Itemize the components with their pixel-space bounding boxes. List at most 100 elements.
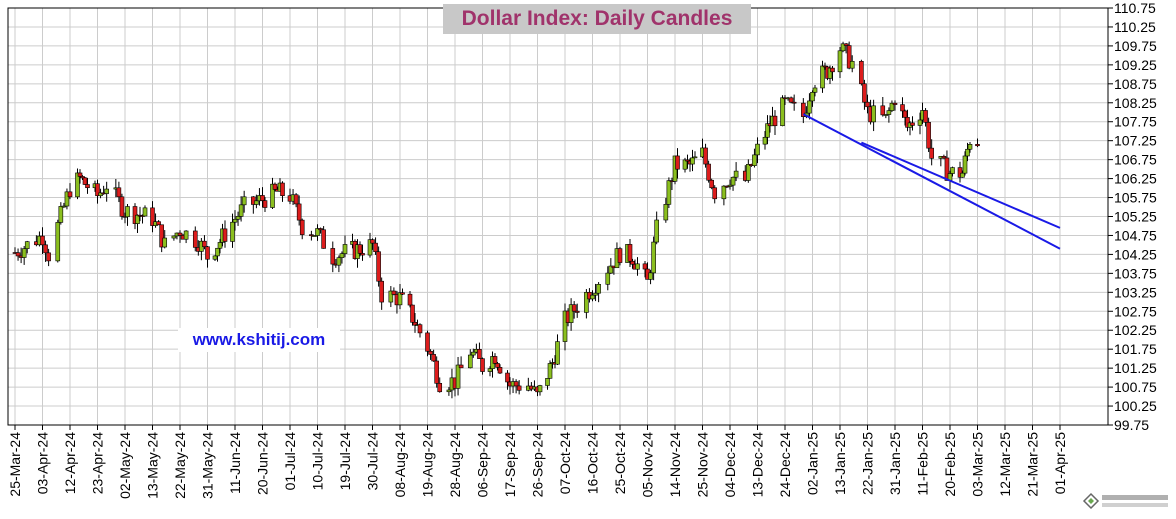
candle-body: [663, 204, 669, 221]
y-tick-label: 102.75: [1114, 303, 1157, 319]
candle-body: [95, 183, 100, 197]
candle-body: [505, 372, 510, 383]
y-tick-label: 107.75: [1114, 114, 1157, 130]
candle-body: [376, 251, 381, 282]
candle-body: [545, 378, 550, 386]
y-tick-label: 110.75: [1114, 0, 1156, 16]
candle-body: [562, 310, 568, 342]
y-tick-label: 101.75: [1114, 341, 1157, 357]
candle-body: [487, 368, 493, 372]
x-tick-label: 25-Oct-24: [612, 432, 628, 494]
candle-body: [910, 122, 915, 126]
candle-body: [342, 244, 348, 254]
candle-body: [772, 115, 778, 127]
candle-body: [315, 228, 320, 236]
candles: [12, 41, 980, 399]
candle-body: [965, 148, 970, 157]
y-tick-label: 108.75: [1114, 76, 1157, 92]
candle-body: [574, 310, 580, 313]
candle-body: [400, 292, 405, 295]
candle-body: [205, 246, 210, 260]
candle-body: [61, 205, 67, 208]
candle-body: [900, 104, 905, 112]
candle-body: [859, 61, 864, 85]
chart-title-box: Dollar Index: Daily Candles: [443, 4, 751, 34]
trendlines: [802, 113, 1061, 250]
candle-body: [516, 385, 522, 391]
x-tick-label: 10-Jul-24: [310, 432, 326, 491]
candle-body: [730, 176, 736, 186]
candle-body: [241, 196, 247, 206]
candle-body: [733, 170, 739, 178]
candle-body: [605, 272, 611, 285]
candle-body: [703, 147, 708, 165]
candle-body: [222, 228, 228, 242]
candle-body: [648, 272, 653, 280]
candle-body: [360, 253, 365, 256]
x-tick-label: 30-Jul-24: [365, 432, 381, 491]
candle-body: [537, 385, 543, 393]
candle-body: [630, 260, 635, 265]
x-tick-label: 13-Jan-25: [832, 432, 848, 495]
candle-body: [752, 154, 757, 166]
candle-body: [807, 100, 812, 114]
candle-body: [791, 101, 797, 104]
candle-body: [571, 304, 577, 312]
y-tick-label: 99.75: [1114, 417, 1149, 433]
y-tick-label: 104.75: [1114, 227, 1157, 243]
x-tick-label: 02-May-24: [117, 432, 133, 499]
candle-body: [24, 241, 30, 249]
trendline: [802, 113, 1061, 250]
candle-body: [975, 144, 980, 147]
candle-body: [843, 43, 849, 46]
candle-body: [886, 110, 892, 115]
x-tick-label: 19-Jul-24: [337, 432, 353, 491]
x-tick-label: 12-Apr-24: [62, 432, 78, 494]
candle-body: [293, 194, 299, 205]
candle-body: [584, 292, 589, 313]
candle-body: [547, 363, 553, 379]
candle-body: [254, 200, 259, 205]
y-tick-label: 102.25: [1114, 322, 1157, 338]
candle-body: [162, 237, 168, 248]
candle-body: [471, 351, 476, 356]
candle-body: [238, 204, 244, 217]
candle-body: [446, 389, 452, 393]
candle-body: [810, 91, 815, 102]
candle-body: [513, 381, 519, 387]
candle-body: [492, 356, 498, 364]
candle-body: [299, 219, 305, 235]
candle-body: [627, 244, 633, 262]
candle-body: [892, 102, 898, 105]
y-tick-label: 104.25: [1114, 246, 1157, 262]
candle-body: [330, 248, 336, 265]
x-tick-label: 06-Sep-24: [475, 432, 491, 498]
candle-body: [690, 157, 695, 165]
candle-body: [555, 341, 560, 365]
x-tick-label: 22-Jan-25: [860, 432, 876, 495]
candle-body: [780, 97, 785, 127]
candle-body: [437, 382, 443, 393]
candle-body: [55, 222, 61, 262]
candle-body: [318, 228, 323, 231]
candle-body: [840, 43, 846, 52]
candle-body: [837, 50, 843, 73]
x-tick-label: 20-Jun-24: [255, 432, 271, 495]
candle-body: [917, 119, 923, 126]
y-tick-label: 100.25: [1114, 398, 1157, 414]
y-tick-label: 106.25: [1114, 171, 1157, 187]
candle-body: [889, 102, 895, 111]
y-tick-label: 107.25: [1114, 133, 1157, 149]
candle-body: [926, 122, 931, 149]
candle-body: [746, 164, 751, 181]
candle-body: [654, 219, 659, 243]
candle-body: [171, 235, 177, 239]
logo-icon: [1082, 492, 1168, 510]
candle-body: [477, 349, 482, 359]
candle-body: [397, 292, 403, 306]
candle-body: [46, 252, 51, 262]
candle-body: [21, 248, 27, 258]
candle-body: [116, 187, 122, 198]
candle-body: [617, 248, 623, 263]
